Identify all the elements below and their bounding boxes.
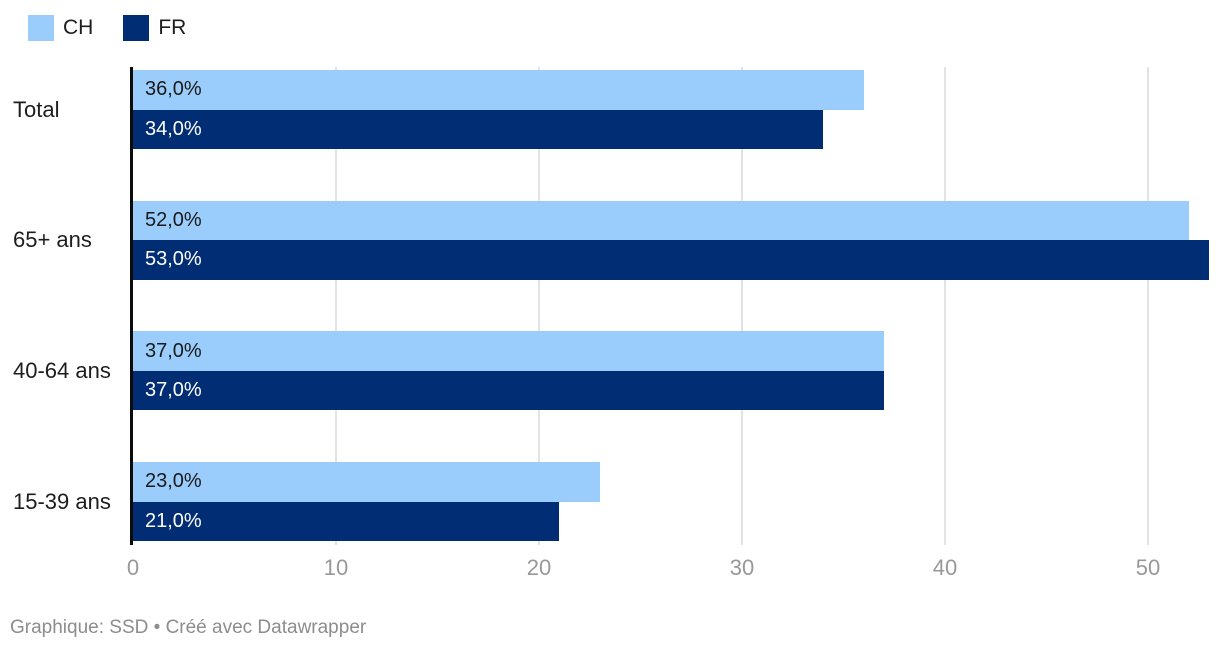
bar-value-label: 36,0% xyxy=(145,78,202,101)
x-tick-label-20: 20 xyxy=(526,555,552,580)
legend-swatch-icon xyxy=(28,15,54,41)
legend: CH FR xyxy=(28,15,186,41)
bar-value-label: 34,0% xyxy=(145,117,202,140)
bar-ch-3: 23,0% xyxy=(133,462,600,502)
category-label-1: 65+ ans xyxy=(13,227,92,253)
bar-fr-2: 37,0% xyxy=(133,370,885,411)
x-tick-label-40: 40 xyxy=(932,555,958,580)
chart-credit: Graphique: SSD • Créé avec Datawrapper xyxy=(10,617,367,638)
bar-fr-1: 53,0% xyxy=(133,240,1209,280)
bar-value-label: 37,0% xyxy=(145,339,202,362)
bar-value-label: 52,0% xyxy=(145,208,202,231)
y-axis-line xyxy=(130,67,133,545)
bar-value-label: 23,0% xyxy=(145,470,202,493)
bar-ch-0: 36,0% xyxy=(133,70,864,110)
x-tick-label-30: 30 xyxy=(729,555,755,580)
category-label-3: 15-39 ans xyxy=(13,488,111,514)
bar-fr-0: 34,0% xyxy=(133,109,824,149)
gridline-x-40 xyxy=(944,67,946,545)
legend-item-fr: FR xyxy=(123,15,186,41)
gridline-x-50 xyxy=(1147,67,1149,545)
category-label-2: 40-64 ans xyxy=(13,357,111,383)
bar-value-label: 37,0% xyxy=(145,379,202,402)
gridline-x-20 xyxy=(538,67,540,545)
legend-swatch-icon xyxy=(123,15,150,41)
x-tick-label-10: 10 xyxy=(323,555,349,580)
category-label-0: Total xyxy=(13,96,60,122)
legend-label: CH xyxy=(63,16,94,39)
legend-item-ch: CH xyxy=(28,15,93,41)
gridline-x-10 xyxy=(335,67,337,545)
bar-ch-1: 52,0% xyxy=(133,200,1189,241)
x-tick-label-0: 0 xyxy=(126,555,140,580)
bar-value-label: 21,0% xyxy=(145,509,202,532)
legend-label: FR xyxy=(158,16,187,39)
bar-value-label: 53,0% xyxy=(145,248,202,271)
bar-fr-3: 21,0% xyxy=(133,501,560,542)
x-tick-label-50: 50 xyxy=(1135,555,1161,580)
gridline-x-30 xyxy=(741,67,743,545)
bar-ch-2: 37,0% xyxy=(133,331,885,371)
